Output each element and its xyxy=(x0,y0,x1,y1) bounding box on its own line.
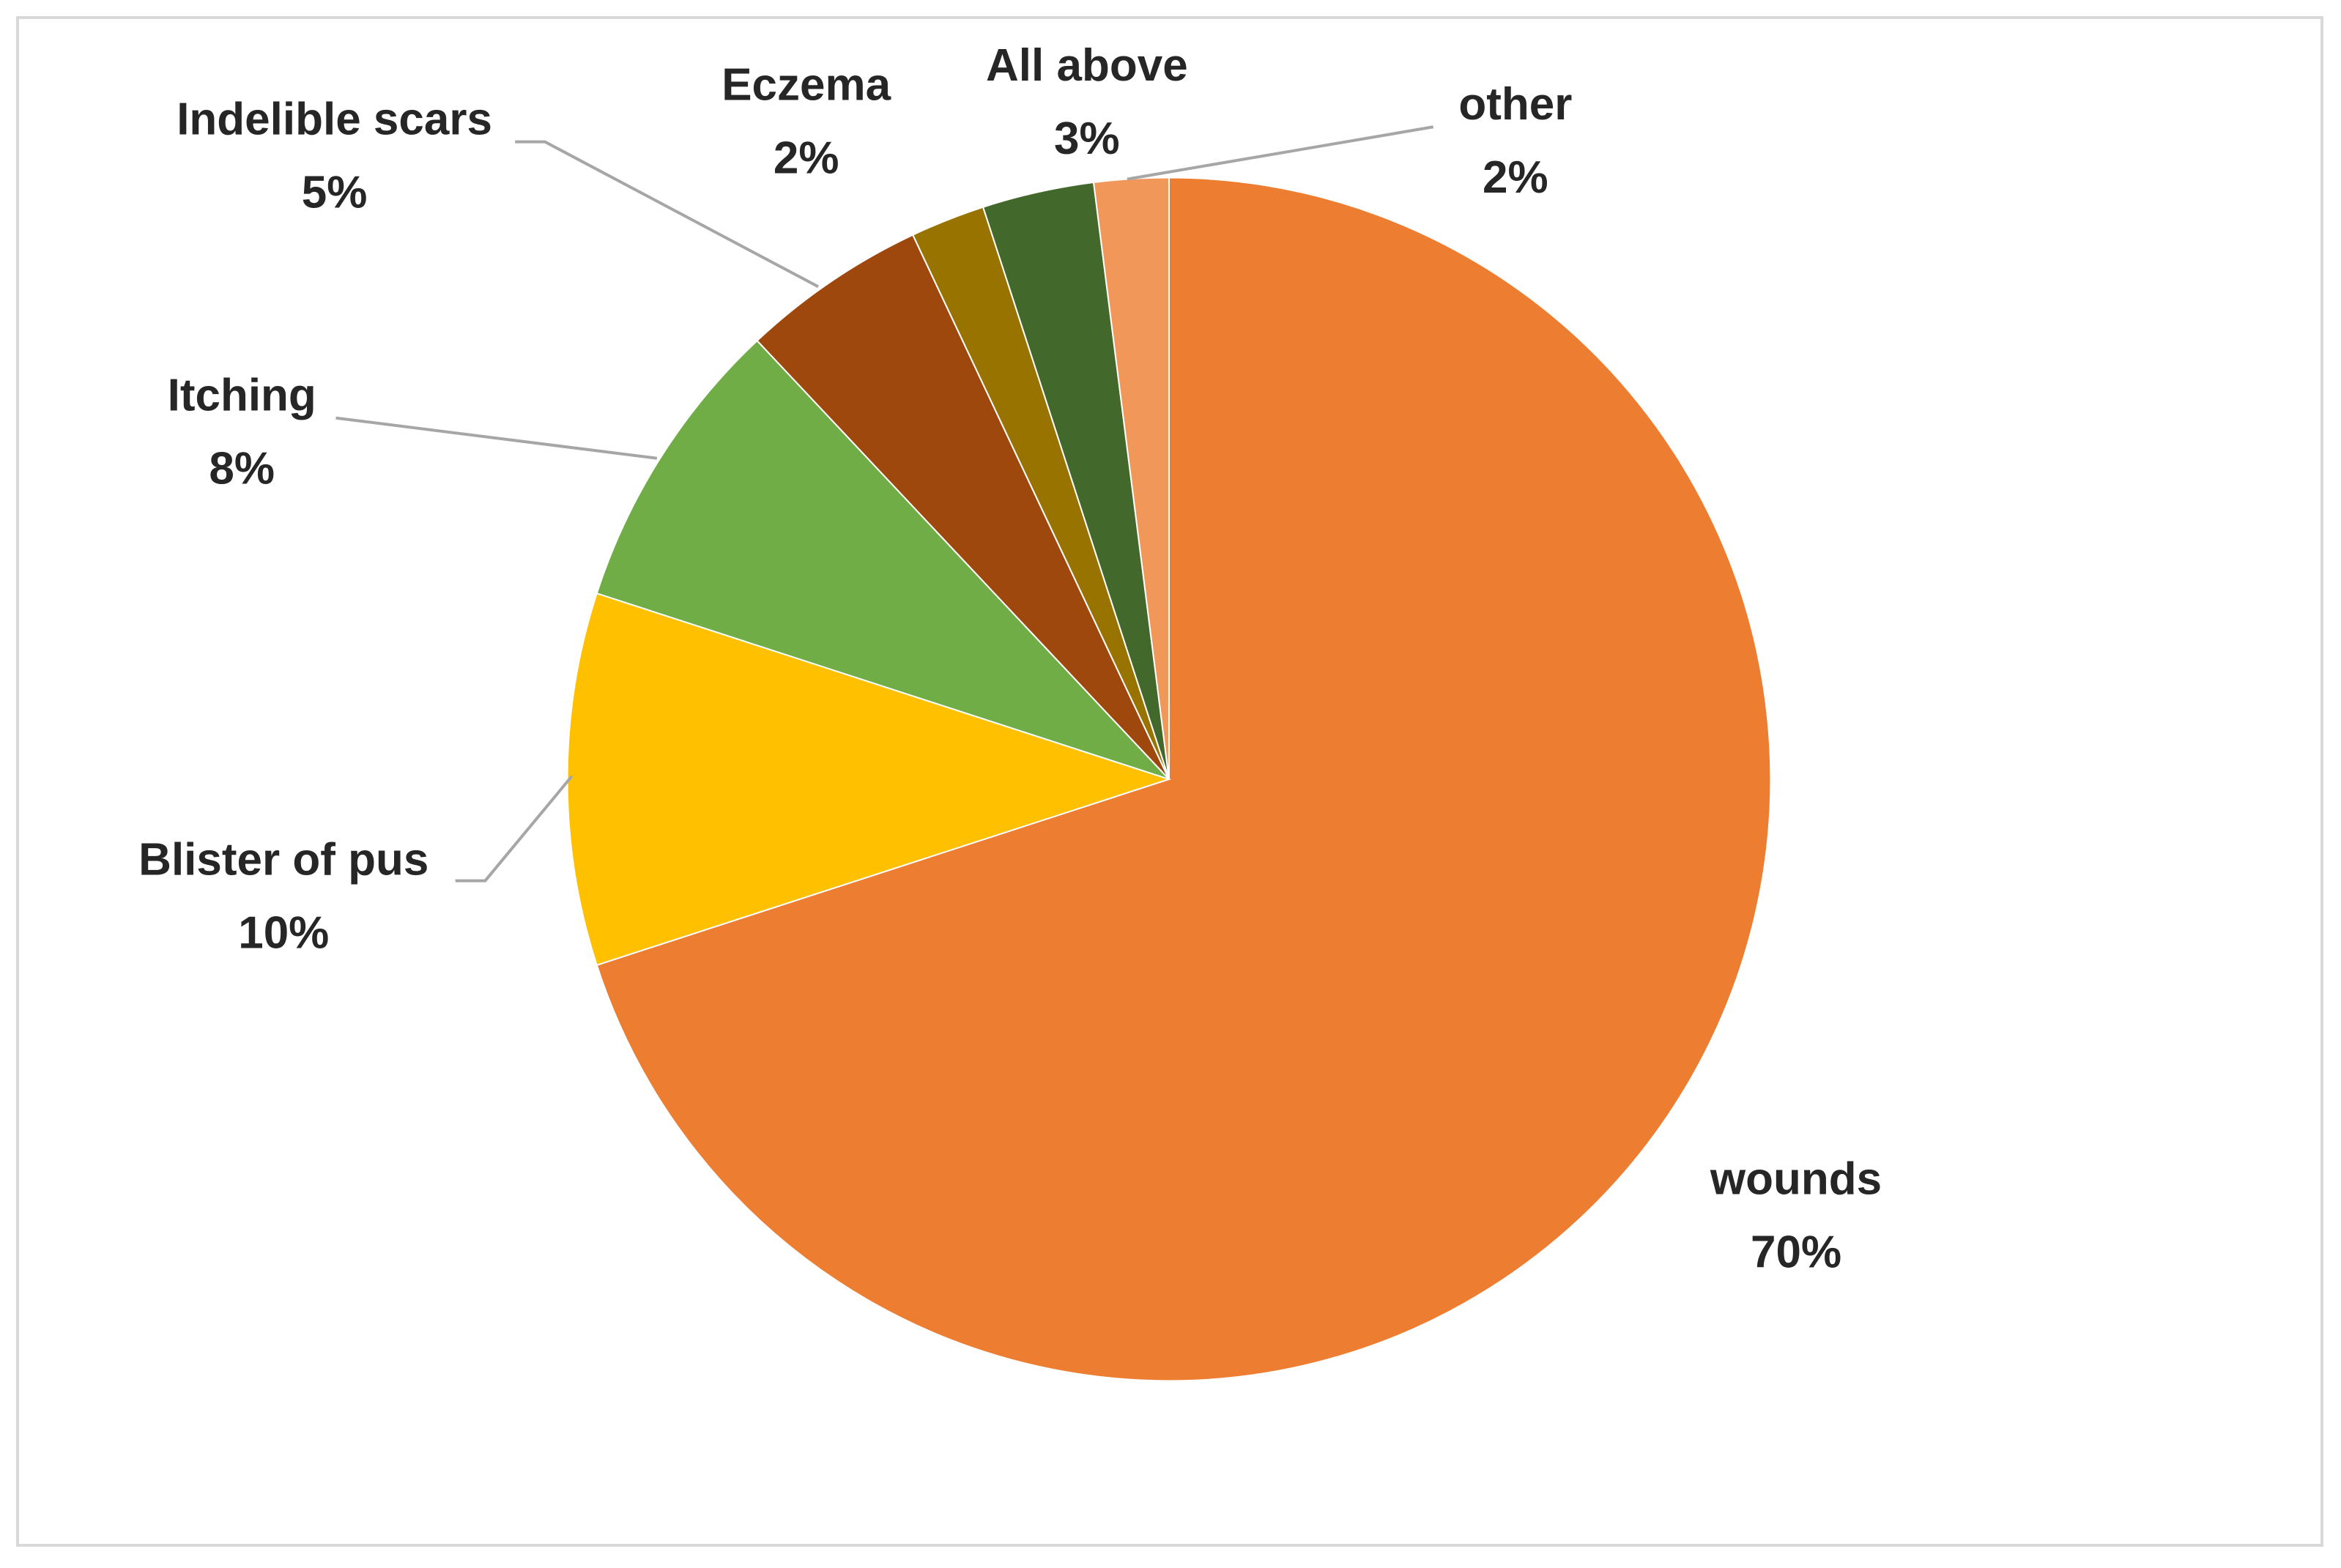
slice-label: Indelible scars xyxy=(177,94,492,145)
slice-label: Eczema xyxy=(721,60,891,111)
slice-label: Itching xyxy=(168,371,316,421)
pie-slice xyxy=(596,177,1772,1382)
pie-slice xyxy=(596,339,1170,780)
pie-slice xyxy=(756,234,1170,780)
pie-slice xyxy=(566,592,1172,967)
slice-value-label: 2% xyxy=(773,133,839,184)
slice-value-label: 5% xyxy=(302,167,368,218)
leader-line xyxy=(515,140,819,289)
slice-value-label: 8% xyxy=(209,443,275,494)
leader-line xyxy=(455,775,574,883)
slice-value-label: 2% xyxy=(1483,152,1548,203)
slice-label: All above xyxy=(986,40,1188,91)
slice-value-label: 10% xyxy=(238,907,329,958)
slice-value-label: 70% xyxy=(1751,1227,1841,1278)
slice-label: wounds xyxy=(1710,1154,1882,1205)
leader-line xyxy=(335,416,658,460)
slice-label: Blister of pus xyxy=(138,834,428,885)
leader-line xyxy=(1127,125,1434,181)
slice-label: other xyxy=(1458,79,1572,130)
slice-value-label: 3% xyxy=(1054,114,1120,164)
